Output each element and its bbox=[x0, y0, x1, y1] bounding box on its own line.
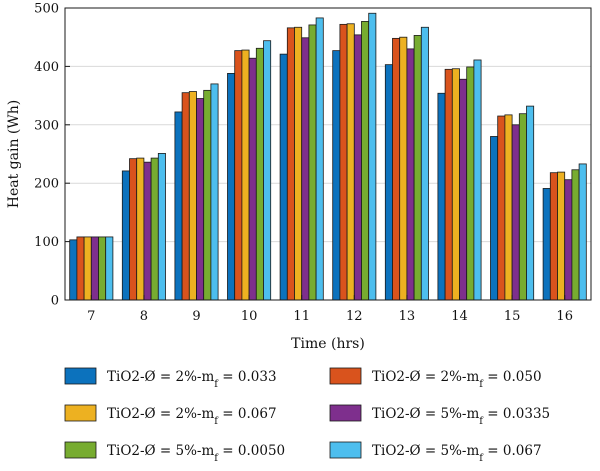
y-tick-label: 500 bbox=[34, 2, 59, 17]
bar bbox=[474, 60, 481, 300]
legend: TiO2-Ø = 2%-mf = 0.033 TiO2-Ø = 2%-mf = 0… bbox=[65, 368, 550, 464]
bar bbox=[550, 173, 557, 300]
bar bbox=[565, 180, 572, 300]
bar bbox=[122, 171, 129, 300]
bar bbox=[197, 99, 204, 300]
bar bbox=[189, 92, 196, 300]
legend-label: TiO2-Ø = 2%-mf = 0.033 bbox=[107, 369, 277, 390]
x-tick-label: 8 bbox=[140, 309, 148, 324]
x-tick-label: 13 bbox=[399, 309, 416, 324]
bar bbox=[527, 106, 534, 300]
bar bbox=[393, 38, 400, 300]
bar bbox=[84, 237, 91, 300]
y-tick-label: 200 bbox=[34, 177, 59, 192]
x-tick-label: 9 bbox=[192, 309, 200, 324]
bar bbox=[414, 35, 421, 300]
bar bbox=[309, 25, 316, 300]
legend-label: TiO2-Ø = 2%-mf = 0.067 bbox=[107, 406, 277, 427]
legend-swatch bbox=[65, 368, 96, 384]
bar bbox=[467, 67, 474, 300]
bar bbox=[137, 158, 144, 300]
legend-label: TiO2-Ø = 5%-mf = 0.067 bbox=[372, 443, 542, 464]
legend-swatch bbox=[65, 405, 96, 421]
bar bbox=[99, 237, 106, 300]
x-tick-label: 12 bbox=[346, 309, 363, 324]
bar bbox=[354, 35, 361, 300]
bar bbox=[77, 237, 84, 300]
bar bbox=[130, 159, 137, 300]
bar bbox=[106, 237, 113, 300]
bar bbox=[347, 24, 354, 300]
bar bbox=[498, 116, 505, 300]
bar bbox=[182, 93, 189, 300]
x-axis-label: Time (hrs) bbox=[291, 336, 365, 352]
bar bbox=[333, 51, 340, 300]
bar bbox=[543, 188, 550, 300]
bar bbox=[438, 93, 445, 300]
bar bbox=[385, 65, 392, 300]
legend-swatch bbox=[330, 368, 361, 384]
y-axis-label: Heat gain (Wh) bbox=[6, 100, 22, 209]
bar bbox=[445, 69, 452, 300]
bar bbox=[519, 114, 526, 300]
bar bbox=[287, 28, 294, 300]
bar bbox=[362, 21, 369, 300]
y-tick-label: 300 bbox=[34, 118, 59, 133]
bar bbox=[512, 125, 519, 300]
bar bbox=[316, 18, 323, 300]
bar bbox=[158, 153, 165, 300]
bar bbox=[280, 54, 287, 300]
bar bbox=[491, 136, 498, 300]
y-tick-label: 0 bbox=[51, 294, 59, 309]
legend-label: TiO2-Ø = 5%-mf = 0.0335 bbox=[372, 406, 550, 427]
bar bbox=[242, 50, 249, 300]
y-tick-label: 400 bbox=[34, 60, 59, 75]
bar bbox=[572, 170, 579, 300]
chart-root: 0 100 200 300 400 500 7 8 9 10 11 12 13 14 15 16 Time (… bbox=[0, 0, 600, 471]
x-tick-label: 7 bbox=[87, 309, 95, 324]
heat-gain-bar-chart: 0 100 200 300 400 500 7 8 9 10 11 12 13 14 15 16 Time (… bbox=[0, 0, 600, 471]
legend-swatch bbox=[330, 405, 361, 421]
bar bbox=[421, 27, 428, 300]
bar bbox=[144, 162, 151, 300]
bar bbox=[204, 90, 211, 300]
legend-swatch bbox=[330, 442, 361, 458]
bar bbox=[460, 79, 467, 300]
bar bbox=[211, 84, 218, 300]
bar bbox=[340, 24, 347, 300]
bar bbox=[70, 240, 77, 300]
legend-label: TiO2-Ø = 2%-mf = 0.050 bbox=[372, 369, 542, 390]
bar bbox=[91, 237, 98, 300]
bar bbox=[228, 73, 235, 300]
x-tick-label: 16 bbox=[556, 309, 573, 324]
bar bbox=[369, 13, 376, 300]
bar bbox=[302, 38, 309, 300]
bar bbox=[235, 51, 242, 300]
legend-label: TiO2-Ø = 5%-mf = 0.0050 bbox=[107, 443, 285, 464]
x-tick-label: 10 bbox=[241, 309, 258, 324]
bar bbox=[505, 115, 512, 300]
bar bbox=[579, 164, 586, 300]
bar bbox=[256, 48, 263, 300]
x-tick-label: 11 bbox=[293, 309, 310, 324]
x-tick-label: 14 bbox=[451, 309, 468, 324]
bar bbox=[151, 158, 158, 300]
bar bbox=[175, 112, 182, 300]
bar bbox=[558, 172, 565, 300]
bar bbox=[452, 69, 459, 300]
bar bbox=[407, 49, 414, 300]
y-tick-label: 100 bbox=[34, 235, 59, 250]
bar bbox=[400, 37, 407, 300]
legend-swatch bbox=[65, 442, 96, 458]
bar bbox=[295, 27, 302, 300]
bar bbox=[264, 41, 271, 300]
bar bbox=[249, 58, 256, 300]
x-tick-label: 15 bbox=[504, 309, 521, 324]
